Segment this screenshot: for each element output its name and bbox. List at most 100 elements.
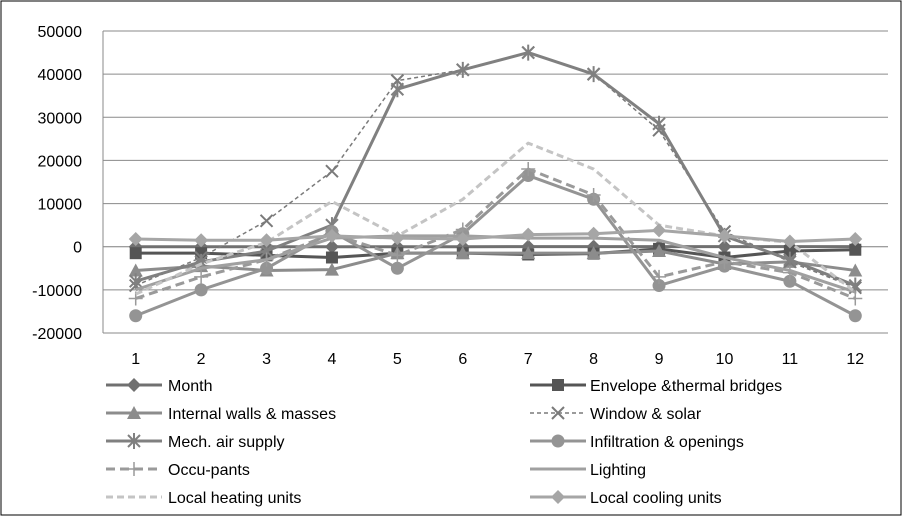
- data-point: [586, 187, 601, 202]
- series-5: [129, 169, 862, 323]
- data-point: [848, 231, 863, 246]
- legend-label: Lighting: [590, 462, 646, 479]
- x-tick-label: 3: [262, 351, 271, 368]
- legend-swatch-marker: [551, 490, 565, 504]
- y-tick-label: -10000: [32, 283, 82, 300]
- data-point: [259, 214, 274, 228]
- series-6: [128, 162, 863, 306]
- legend-label: Window & solar: [590, 406, 702, 423]
- data-point: [652, 223, 667, 238]
- data-point: [390, 231, 405, 246]
- x-tick-label: 8: [589, 351, 598, 368]
- x-tick-label: 9: [655, 351, 664, 368]
- data-point: [195, 247, 208, 260]
- legend-label: Month: [168, 378, 212, 395]
- x-tick-label: 4: [328, 351, 337, 368]
- data-point: [456, 61, 470, 78]
- legend-item: Lighting: [530, 462, 646, 479]
- data-point: [129, 309, 143, 323]
- data-point: [521, 162, 536, 177]
- data-point: [128, 231, 143, 246]
- data-point: [586, 66, 601, 83]
- data-point: [652, 269, 667, 284]
- data-point: [783, 274, 797, 288]
- legend-item: Local cooling units: [530, 490, 722, 507]
- legend-label: Envelope &thermal bridges: [590, 378, 782, 395]
- series-line: [135, 51, 856, 289]
- data-point: [521, 246, 536, 260]
- legend-item: Month: [106, 378, 212, 395]
- series-line: [135, 228, 856, 244]
- legend-swatch-marker: [551, 406, 565, 420]
- legend-label: Internal walls & masses: [168, 406, 336, 423]
- data-point: [390, 81, 405, 98]
- x-tick-label: 6: [458, 351, 467, 368]
- data-point: [717, 228, 732, 243]
- legend-item: Infiltration & openings: [530, 434, 744, 451]
- x-tick-label: 11: [782, 351, 799, 368]
- data-point: [259, 233, 274, 248]
- legend: Month Envelope &thermal bridges Internal w…: [106, 378, 782, 507]
- data-point: [455, 246, 470, 260]
- legend-item: Window & solar: [530, 406, 702, 423]
- legend-label: Occu-pants: [168, 462, 250, 479]
- legend-item: Occu-pants: [106, 462, 250, 479]
- data-point: [717, 239, 732, 254]
- legend-swatch-marker: [552, 379, 564, 391]
- y-tick-label: 20000: [38, 153, 83, 170]
- series-line: [135, 174, 856, 318]
- legend-swatch-marker: [127, 378, 141, 392]
- data-point: [194, 283, 208, 297]
- data-point: [128, 263, 143, 277]
- y-tick-label: 10000: [38, 197, 83, 214]
- legend-item: Local heating units: [106, 490, 301, 507]
- data-point: [324, 262, 339, 276]
- legend-label: Local cooling units: [590, 490, 722, 507]
- legend-swatch-marker: [127, 462, 141, 476]
- y-axis-ticks: -20000 -10000 0 10000 20000 30000 40000 50000: [32, 24, 82, 343]
- x-tick-label: 10: [716, 351, 734, 368]
- data-point: [390, 261, 404, 275]
- data-point: [849, 243, 862, 256]
- legend-label: Mech. air supply: [168, 434, 285, 451]
- data-point: [652, 244, 667, 258]
- y-tick-label: 30000: [38, 110, 83, 127]
- y-tick-label: -20000: [32, 326, 82, 343]
- legend-item: Internal walls & masses: [106, 406, 336, 423]
- data-point: [848, 291, 863, 306]
- legend-label: Infiltration & openings: [590, 434, 744, 451]
- legend-swatch-marker: [127, 433, 141, 449]
- plot-area: [128, 44, 863, 323]
- y-tick-label: 0: [73, 240, 82, 257]
- data-point: [390, 248, 405, 263]
- data-point: [848, 309, 862, 323]
- legend-item: Mech. air supply: [106, 433, 285, 451]
- gridlines: [102, 30, 888, 334]
- legend-swatch-marker: [551, 434, 565, 448]
- data-point: [783, 245, 796, 258]
- data-point: [129, 247, 142, 260]
- data-point: [129, 273, 143, 290]
- y-tick-label: 50000: [38, 24, 83, 41]
- data-point: [194, 269, 209, 284]
- data-point: [521, 44, 535, 61]
- series-9: [128, 223, 863, 249]
- y-tick-label: 40000: [38, 67, 83, 84]
- x-tick-label: 1: [131, 351, 140, 368]
- x-axis-ticks: 1 2 3 4 5 6 7 8 9 10 11 12: [131, 351, 864, 368]
- data-point: [325, 164, 339, 178]
- data-point: [455, 231, 470, 246]
- data-point: [848, 263, 863, 277]
- x-tick-label: 7: [524, 351, 533, 368]
- data-point: [324, 228, 339, 243]
- data-point: [521, 227, 536, 242]
- legend-label: Local heating units: [168, 490, 301, 507]
- data-point: [194, 233, 209, 248]
- data-point: [652, 115, 666, 132]
- data-point: [586, 226, 601, 241]
- x-tick-label: 12: [846, 351, 864, 368]
- series-line: [135, 167, 856, 300]
- x-tick-label: 5: [393, 351, 402, 368]
